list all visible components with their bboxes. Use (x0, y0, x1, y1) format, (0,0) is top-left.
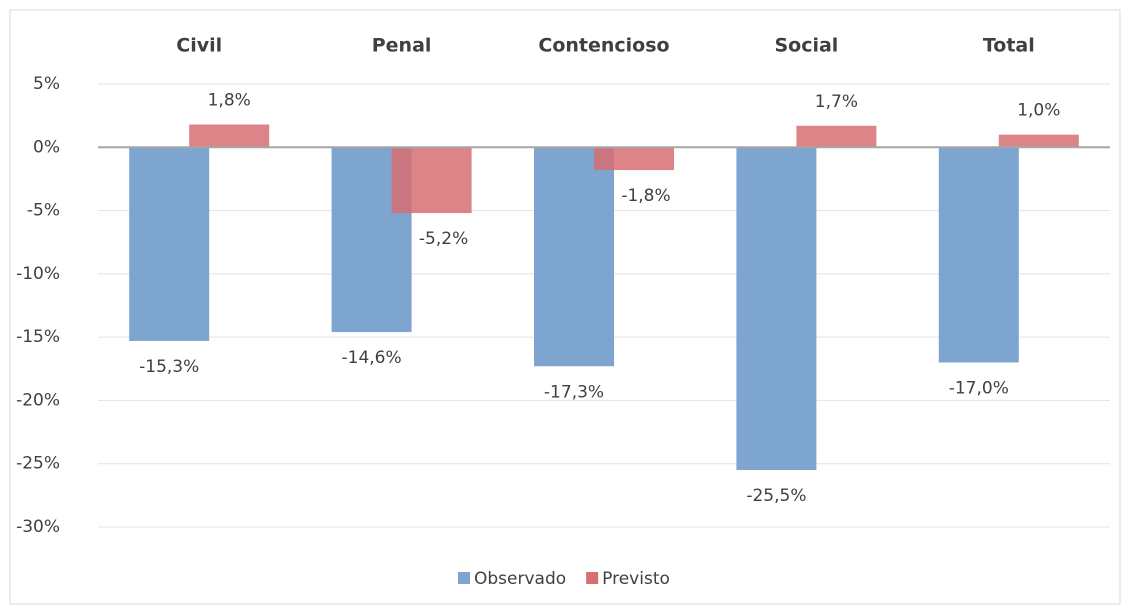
legend-swatch (458, 572, 470, 584)
category-label: Contencioso (538, 35, 669, 57)
category-label: Civil (176, 35, 222, 57)
legend-label: Previsto (602, 569, 670, 589)
category-label: Social (774, 35, 838, 57)
data-label: -5,2% (419, 229, 468, 249)
bar (189, 124, 270, 148)
bar (736, 147, 817, 471)
bar (796, 125, 877, 148)
data-label: 1,0% (1017, 101, 1060, 121)
legend-swatch (586, 572, 599, 584)
y-tick-label: -20% (16, 390, 60, 410)
data-label: -17,3% (544, 382, 604, 402)
y-tick-label: -25% (16, 454, 60, 474)
data-label: -1,8% (621, 186, 670, 206)
data-label: -14,6% (342, 348, 402, 368)
bar (129, 147, 210, 341)
category-label: Total (983, 35, 1035, 57)
bar (938, 147, 1019, 363)
y-tick-label: 5% (33, 74, 60, 94)
bar (391, 147, 472, 214)
data-label: -15,3% (139, 357, 199, 377)
y-tick-label: -15% (16, 327, 60, 347)
y-tick-label: 0% (33, 137, 60, 157)
bar (594, 147, 674, 171)
category-label: Penal (372, 35, 432, 57)
bar (998, 134, 1079, 148)
y-tick-label: -10% (16, 264, 60, 284)
legend-label: Observado (474, 569, 566, 589)
bar (534, 147, 614, 367)
data-label: -25,5% (746, 486, 806, 506)
y-tick-label: -30% (16, 517, 60, 537)
data-label: 1,7% (815, 92, 858, 112)
data-label: -17,0% (949, 378, 1009, 398)
y-tick-label: -5% (27, 201, 60, 221)
data-label: 1,8% (208, 91, 251, 111)
